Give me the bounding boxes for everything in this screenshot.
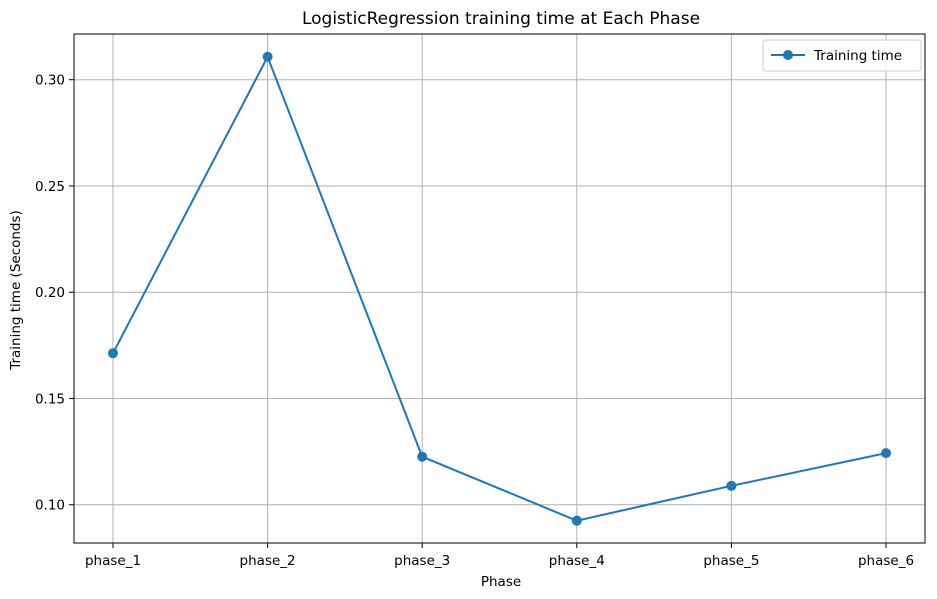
legend: Training time: [762, 39, 922, 72]
legend-marker-swatch: [783, 50, 793, 60]
x-tick-label: phase_6: [858, 553, 914, 569]
y-axis-label: Training time (Seconds): [8, 210, 24, 371]
series-line: [112, 54, 887, 522]
y-tick-label: 0.10: [35, 498, 65, 514]
data-point: [571, 515, 582, 526]
y-tick-label: 0.15: [35, 391, 65, 407]
data-point: [417, 451, 428, 462]
x-axis-label: Phase: [481, 574, 521, 590]
x-axis-ticks: phase_1 phase_2 phase_3 phase_4 phase_5 phase…: [85, 543, 914, 569]
legend-entry-training-time: Training time: [813, 48, 902, 64]
x-tick-label: phase_2: [240, 553, 296, 569]
y-tick-label: 0.25: [35, 179, 65, 195]
data-point: [262, 51, 273, 62]
series-training-time: [108, 51, 891, 526]
x-tick-label: phase_5: [703, 553, 759, 569]
grid-lines: [74, 34, 925, 543]
chart-title: LogisticRegression training time at Each…: [302, 9, 700, 29]
x-tick-label: phase_1: [85, 553, 141, 569]
data-point: [881, 448, 891, 459]
y-tick-label: 0.20: [35, 285, 65, 301]
data-point: [108, 348, 118, 359]
plot-area-frame: [73, 33, 926, 544]
data-point: [726, 480, 737, 491]
legend-box: [762, 39, 922, 72]
x-tick-label: phase_3: [394, 553, 450, 569]
x-tick-label: phase_4: [549, 553, 605, 569]
y-tick-label: 0.30: [35, 73, 65, 89]
y-axis-ticks: 0.10 0.15 0.20 0.25 0.30: [35, 73, 74, 514]
